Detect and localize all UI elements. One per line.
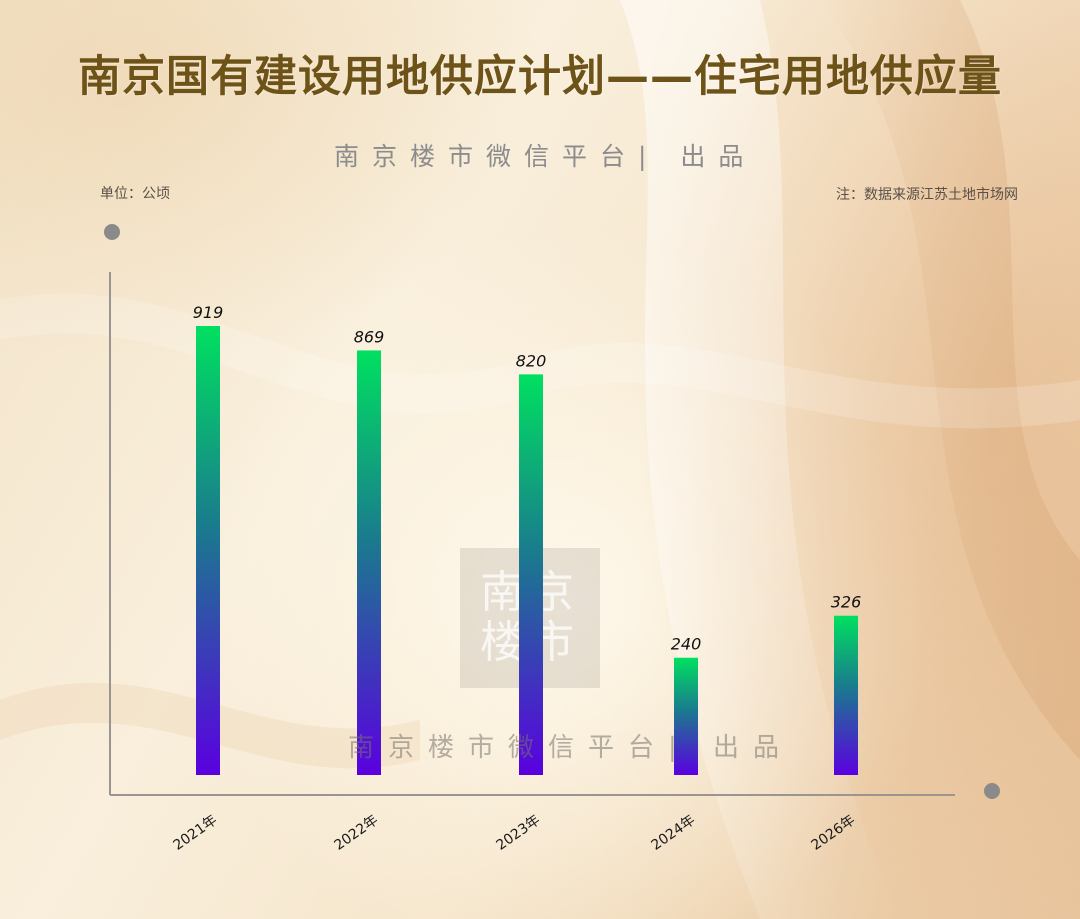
x-tick-label-2021年: 2021年	[170, 812, 220, 854]
x-tick-label-2024年: 2024年	[648, 812, 698, 854]
watermark-byline: 南京楼市微信平台| 出品	[348, 733, 794, 763]
unit-label: 单位：公顷	[100, 186, 170, 202]
data-label-2021年: 919	[193, 303, 224, 322]
data-label-2022年: 869	[354, 327, 385, 346]
x-axis-end-dot	[984, 783, 1000, 799]
data-label-2024年: 240	[671, 635, 702, 654]
bar-2022年	[357, 350, 381, 775]
bar-2021年	[196, 326, 220, 775]
bar-2023年	[519, 374, 543, 775]
x-tick-label-2022年: 2022年	[331, 812, 381, 854]
x-tick-label-2026年: 2026年	[808, 812, 858, 854]
source-note: 注：数据来源江苏土地市场网	[836, 187, 1018, 203]
x-tick-label-2023年: 2023年	[493, 812, 543, 854]
y-axis-end-dot	[104, 224, 120, 240]
data-label-2026年: 326	[831, 593, 862, 612]
bar-2026年	[834, 615, 858, 775]
data-label-2023年: 820	[516, 351, 547, 370]
publisher-byline: 南京楼市微信平台| 出品	[334, 142, 757, 171]
page-title: 南京国有建设用地供应计划——住宅用地供应量	[78, 52, 1002, 102]
bar-2024年	[674, 657, 698, 775]
